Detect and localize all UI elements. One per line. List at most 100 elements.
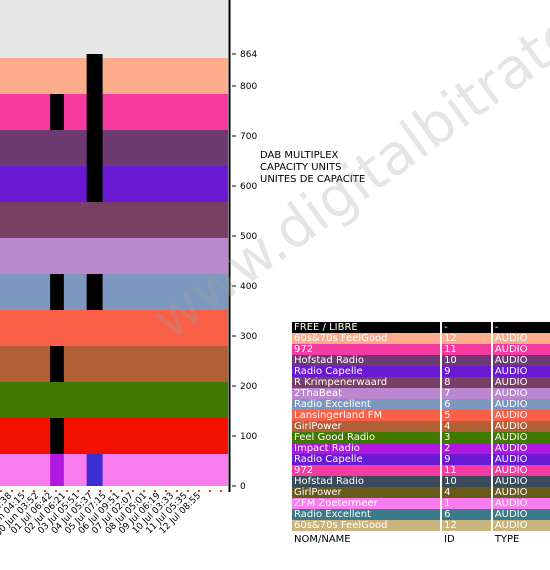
legend-row-3: Radio Capelle 9 AUDIO — [292, 366, 550, 377]
band-1 — [0, 418, 228, 454]
legend-id: 9 — [440, 454, 492, 465]
legend-id: 3 — [440, 432, 492, 443]
legend-type: AUDIO — [490, 377, 550, 388]
y-tick-label-2: 200 — [240, 382, 257, 392]
band-3 — [0, 346, 228, 382]
legend-id: - — [440, 322, 492, 333]
overlay-bar-2 — [50, 274, 64, 310]
legend-row-12: 972 11 AUDIO — [292, 465, 550, 476]
legend-id: 4 — [440, 421, 492, 432]
legend-row-8: GirlPower 4 AUDIO — [292, 421, 550, 432]
legend-table: FREE / LIBRE - -60s&70s FeelGood 12 AUDIO 972… — [292, 322, 550, 545]
legend-id: ID — [440, 531, 492, 545]
title-line-3: UNITES DE CAPACITE — [260, 174, 366, 185]
legend-footer: NOM/NAME ID TYPE — [292, 531, 550, 545]
y-tick-label-6: 600 — [240, 182, 257, 192]
legend-name: R Krimpenerwaard — [292, 377, 442, 388]
legend-type: AUDIO — [490, 432, 550, 443]
legend-type: AUDIO — [490, 344, 550, 355]
legend-type: AUDIO — [490, 487, 550, 498]
legend-id: 7 — [440, 388, 492, 399]
legend-name: NOM/NAME — [292, 531, 442, 545]
band-0 — [0, 454, 228, 486]
y-tick-label-9: 864 — [240, 50, 257, 60]
legend-id: 2 — [440, 443, 492, 454]
legend-row-0: 60s&70s FeelGood 12 AUDIO — [292, 333, 550, 344]
y-tick-label-8: 800 — [240, 82, 257, 92]
legend-row-1: 972 11 AUDIO — [292, 344, 550, 355]
legend-id: 8 — [440, 377, 492, 388]
legend-row-16: Radio Excellent 6 AUDIO — [292, 509, 550, 520]
legend-type: AUDIO — [490, 498, 550, 509]
band-8 — [0, 166, 228, 202]
legend-name: GirlPower — [292, 421, 442, 432]
legend-type: - — [490, 322, 550, 333]
legend-row-15: ZFM Zoetermeer 1 AUDIO — [292, 498, 550, 509]
legend-row-10: Impact Radio 2 AUDIO — [292, 443, 550, 454]
legend-name: GirlPower — [292, 487, 442, 498]
band-2 — [0, 382, 228, 418]
band-4 — [0, 310, 228, 346]
legend-id: 1 — [440, 498, 492, 509]
legend-name: Impact Radio — [292, 443, 442, 454]
band-7 — [0, 202, 228, 238]
legend-id: 5 — [440, 410, 492, 421]
legend-id: 11 — [440, 465, 492, 476]
band-10 — [0, 94, 228, 130]
overlay-bar-5 — [86, 58, 103, 202]
legend-name: Hofstad Radio — [292, 355, 442, 366]
legend-row-7: Lansingerland FM 5 AUDIO — [292, 410, 550, 421]
legend-id: 10 — [440, 355, 492, 366]
legend-type: AUDIO — [490, 443, 550, 454]
legend-id: 4 — [440, 487, 492, 498]
band-6 — [0, 238, 228, 274]
legend-name: ZFM Zoetermeer — [292, 498, 442, 509]
legend-id: 6 — [440, 509, 492, 520]
legend-row-14: GirlPower 4 AUDIO — [292, 487, 550, 498]
legend-type: AUDIO — [490, 366, 550, 377]
overlay-bar-4 — [86, 274, 103, 310]
legend-type: AUDIO — [490, 333, 550, 344]
legend-name: 60s&70s FeelGood — [292, 520, 442, 531]
overlay-bar-1 — [50, 346, 64, 382]
legend-name: Radio Excellent — [292, 399, 442, 410]
legend-row-2: Hofstad Radio 10 AUDIO — [292, 355, 550, 366]
overlay-bar-3 — [50, 94, 64, 130]
overlay-bar-8 — [86, 454, 103, 486]
legend-name: Radio Capelle — [292, 366, 442, 377]
legend-row-11: Radio Capelle 9 AUDIO — [292, 454, 550, 465]
y-tick-label-1: 100 — [240, 432, 257, 442]
y-tick-label-0: 0 — [240, 482, 246, 492]
overlay-bar-7 — [50, 454, 64, 486]
legend-type: AUDIO — [490, 410, 550, 421]
legend-type: AUDIO — [490, 476, 550, 487]
y-tick-label-4: 400 — [240, 282, 257, 292]
legend-id: 12 — [440, 520, 492, 531]
legend-id: 12 — [440, 333, 492, 344]
band-9 — [0, 130, 228, 166]
legend-type: AUDIO — [490, 520, 550, 531]
legend-id: 10 — [440, 476, 492, 487]
title-line-2: CAPACITY UNITS — [260, 162, 342, 173]
band-12 — [0, 0, 228, 58]
y-tick-label-3: 300 — [240, 332, 257, 342]
legend-name: Radio Excellent — [292, 509, 442, 520]
title-line-1: DAB MULTIPLEX — [260, 150, 339, 161]
legend-name: 60s&70s FeelGood — [292, 333, 442, 344]
legend-name: 972 — [292, 465, 442, 476]
legend-type: AUDIO — [490, 509, 550, 520]
legend-type: AUDIO — [490, 421, 550, 432]
legend-id: 6 — [440, 399, 492, 410]
legend-name: 2ThaBeat — [292, 388, 442, 399]
legend-type: AUDIO — [490, 388, 550, 399]
legend-row-5: 2ThaBeat 7 AUDIO — [292, 388, 550, 399]
y-tick-label-5: 500 — [240, 232, 257, 242]
band-11 — [0, 58, 228, 94]
legend-name: Lansingerland FM — [292, 410, 442, 421]
legend-type: AUDIO — [490, 355, 550, 366]
legend-id: 9 — [440, 366, 492, 377]
legend-row-13: Hofstad Radio 10 AUDIO — [292, 476, 550, 487]
legend-row-9: Feel Good Radio 3 AUDIO — [292, 432, 550, 443]
